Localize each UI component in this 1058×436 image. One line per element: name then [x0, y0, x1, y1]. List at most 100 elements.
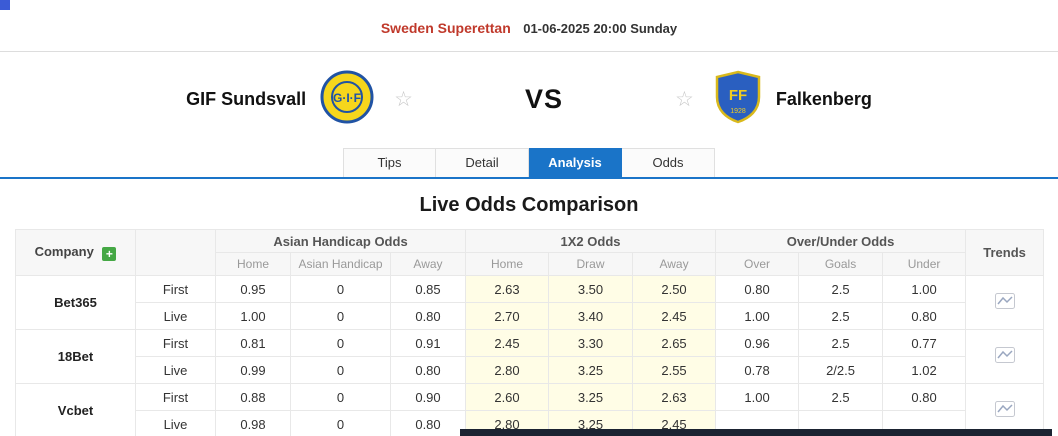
ah-home-odds: 0.98: [215, 410, 291, 436]
table-row: Bet365 First 0.95 0 0.85 2.63 3.50 2.50 …: [15, 275, 1045, 330]
x12-home-odds: 2.60: [465, 383, 549, 411]
home-team-logo: G·I·F: [320, 70, 374, 129]
company-name: 18Bet: [15, 329, 136, 384]
x12-away-odds: 2.55: [631, 356, 717, 384]
trends-header: Trends: [965, 229, 1045, 276]
ou-under-odds: 1.02: [882, 356, 967, 384]
ou-over-odds: 1.00: [715, 383, 800, 411]
ah-handicap-value: 0: [290, 383, 391, 411]
ah-away-header: Away: [390, 252, 466, 276]
ou-under-odds: 0.80: [882, 383, 967, 411]
table-row: Live 0.99 0 0.80 2.80 3.25 2.55 0.78 2/2…: [16, 356, 1044, 384]
odds-type-cell: Live: [135, 302, 216, 330]
odds-type-header: [135, 229, 216, 276]
ah-handicap-value: 0: [290, 356, 391, 384]
ah-home-odds: 0.99: [215, 356, 291, 384]
trends-cell: [965, 275, 1045, 330]
trend-chart-icon[interactable]: [994, 347, 1015, 363]
ou-over-odds: 1.00: [715, 302, 800, 330]
ah-away-odds: 0.91: [390, 329, 466, 357]
x12-home-odds: 2.63: [465, 275, 549, 303]
away-favorite-star-icon[interactable]: ☆: [675, 87, 694, 111]
odds-type-cell: First: [135, 329, 216, 357]
ah-away-odds: 0.80: [390, 302, 466, 330]
ah-handicap-value: 0: [290, 410, 391, 436]
section-title: Live Odds Comparison: [419, 194, 639, 216]
ah-handicap-value: 0: [290, 275, 391, 303]
svg-text:1928: 1928: [730, 108, 746, 115]
odds-type-cell: Live: [135, 410, 216, 436]
ou-under-header: Under: [882, 252, 967, 276]
trend-chart-icon[interactable]: [994, 293, 1015, 309]
odds-type-cell: First: [135, 383, 216, 411]
add-company-button[interactable]: +: [102, 247, 117, 261]
over-under-group-header: Over/Under Odds: [715, 229, 967, 253]
ou-under-odds: 0.77: [882, 329, 967, 357]
bottom-cutoff-bar: [460, 429, 1052, 436]
svg-text:FF: FF: [729, 87, 747, 104]
tab-detail[interactable]: Detail: [436, 148, 529, 177]
ou-over-header: Over: [715, 252, 800, 276]
ah-handicap-header: Asian Handicap: [290, 252, 391, 276]
table-row: Vcbet First 0.88 0 0.90 2.60 3.25 2.63 1…: [15, 383, 1045, 436]
trend-chart-icon[interactable]: [994, 401, 1015, 417]
ou-over-odds: 0.96: [715, 329, 800, 357]
x12-draw-odds: 3.25: [548, 383, 633, 411]
ah-handicap-value: 0: [290, 329, 391, 357]
ah-home-header: Home: [215, 252, 291, 276]
ah-home-odds: 0.95: [215, 275, 291, 303]
home-team-name[interactable]: GIF Sundsvall: [186, 88, 307, 109]
company-header-label: Company: [34, 244, 94, 259]
x12-draw-odds: 3.30: [548, 329, 633, 357]
away-team-name[interactable]: Falkenberg: [775, 88, 872, 109]
tab-analysis[interactable]: Analysis: [529, 148, 622, 177]
ou-goals-value: 2/2.5: [798, 356, 884, 384]
x12-draw-header: Draw: [548, 252, 633, 276]
ou-goals-value: 2.5: [798, 275, 884, 303]
x12-away-odds: 2.63: [631, 383, 717, 411]
table-row: 18Bet First 0.81 0 0.91 2.45 3.30 2.65 0…: [15, 329, 1045, 384]
company-name: Vcbet: [15, 383, 136, 436]
table-group-header-row: Company + Asian Handicap Odds 1X2 Odds O…: [15, 229, 1045, 276]
ou-under-odds: 1.00: [882, 275, 967, 303]
odds-type-cell: First: [135, 275, 216, 303]
odds-type-cell: Live: [135, 356, 216, 384]
trends-cell: [965, 383, 1045, 436]
trends-cell: [965, 329, 1045, 384]
away-team-logo: FF 1928: [714, 70, 762, 129]
ou-under-odds: 0.80: [882, 302, 967, 330]
ou-goals-value: 2.5: [798, 302, 884, 330]
tab-odds[interactable]: Odds: [622, 148, 715, 177]
ou-goals-value: 2.5: [798, 383, 884, 411]
corner-artifact: [0, 0, 10, 10]
tab-bar: Tips Detail Analysis Odds: [0, 148, 1058, 179]
tab-tips[interactable]: Tips: [343, 148, 436, 177]
ah-home-odds: 0.88: [215, 383, 291, 411]
x12-draw-odds: 3.40: [548, 302, 633, 330]
x12-away-odds: 2.50: [631, 275, 717, 303]
ou-over-odds: 0.80: [715, 275, 800, 303]
x12-draw-odds: 3.25: [548, 356, 633, 384]
x12-home-odds: 2.45: [465, 329, 549, 357]
ou-over-odds: 0.78: [715, 356, 800, 384]
table-sub-header-row: Home Asian Handicap Away Home Draw Away …: [16, 252, 1044, 276]
x12-away-odds: 2.65: [631, 329, 717, 357]
ou-goals-header: Goals: [798, 252, 884, 276]
x12-group-header: 1X2 Odds: [464, 229, 717, 253]
vs-label: VS: [524, 83, 564, 114]
match-datetime: 01-06-2025 20:00 Sunday: [523, 21, 678, 36]
ah-home-odds: 0.81: [215, 329, 291, 357]
x12-away-header: Away: [631, 252, 717, 276]
ou-goals-value: 2.5: [798, 329, 884, 357]
x12-home-header: Home: [465, 252, 549, 276]
ah-handicap-value: 0: [290, 302, 391, 330]
ah-away-odds: 0.80: [390, 356, 466, 384]
company-name: Bet365: [15, 275, 136, 330]
x12-home-odds: 2.80: [465, 356, 549, 384]
page-header: Sweden Superettan 01-06-2025 20:00 Sunda…: [0, 0, 1058, 52]
home-favorite-star-icon[interactable]: ☆: [394, 87, 413, 111]
asian-handicap-group-header: Asian Handicap Odds: [215, 229, 466, 253]
company-header: Company +: [15, 229, 136, 276]
ah-home-odds: 1.00: [215, 302, 291, 330]
